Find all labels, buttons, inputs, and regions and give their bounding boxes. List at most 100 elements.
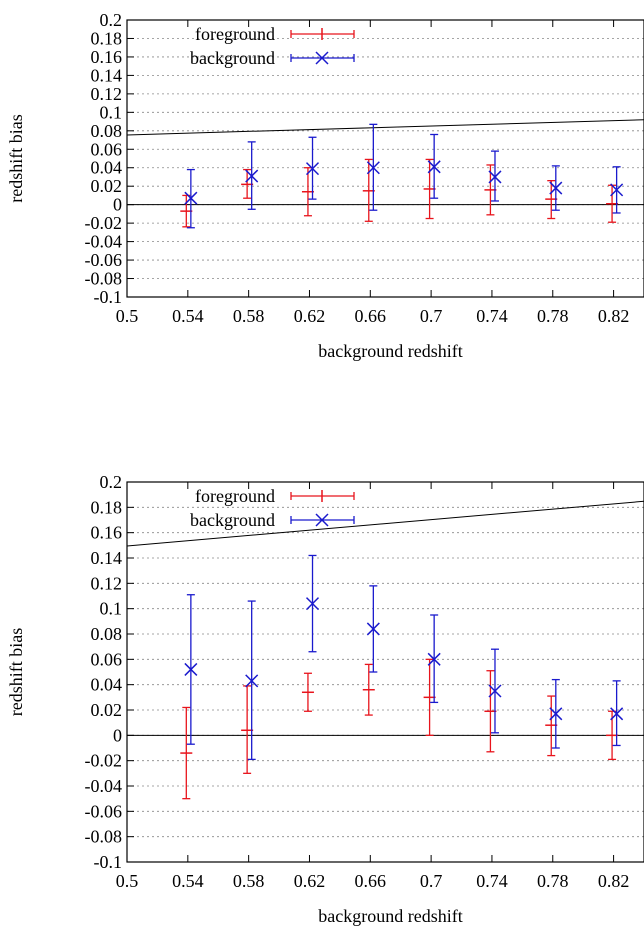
marker-stroke — [245, 169, 259, 183]
x-tick-label: 0.62 — [294, 306, 326, 326]
plot-frame — [126, 481, 644, 863]
y-tick-label: -0.02 — [85, 213, 123, 233]
data-point-background — [427, 652, 441, 666]
y-tick-label: 0 — [113, 725, 122, 745]
x-tick-label: 0.58 — [233, 306, 265, 326]
x-tick-label: 0.5 — [116, 306, 139, 326]
y-tick-label: -0.04 — [85, 776, 123, 796]
y-tick-label: -0.02 — [85, 751, 123, 771]
data-point-background — [305, 597, 320, 611]
marker-stroke — [366, 622, 380, 636]
marker-stroke — [610, 183, 624, 197]
x-tick-label: 0.66 — [355, 871, 387, 891]
x-tick-label: 0.7 — [420, 871, 443, 891]
legend-marker — [315, 51, 329, 65]
y-tick-label: -0.06 — [85, 250, 123, 270]
y-tick-label: 0.16 — [91, 47, 123, 67]
y-tick-label: 0.04 — [91, 675, 123, 695]
y-tick-label: 0.2 — [100, 472, 123, 492]
legend: foreground background — [190, 486, 355, 530]
y-tick-label: 0.06 — [91, 139, 123, 159]
y-tick-label: 0.16 — [91, 523, 123, 543]
marker-stroke — [305, 162, 320, 176]
data-point-background — [610, 707, 624, 721]
series-foreground — [180, 158, 619, 228]
y-tick-label: 0.08 — [91, 624, 123, 644]
data-point-background — [610, 183, 624, 197]
legend-label-background: background — [190, 48, 275, 68]
marker-stroke — [549, 181, 563, 195]
data-point-background — [366, 161, 380, 175]
data-point-background — [184, 662, 198, 676]
marker-stroke — [184, 191, 198, 205]
y-tick-label: 0.1 — [100, 599, 123, 619]
x-tick-label: 0.66 — [355, 306, 387, 326]
legend-label-background: background — [190, 510, 275, 530]
chart-panel-1: -0.1-0.08-0.06-0.04-0.0200.020.040.060.0… — [6, 10, 644, 361]
marker-stroke — [184, 662, 198, 676]
x-tick-label: 0.78 — [537, 871, 569, 891]
plot-frame — [126, 19, 644, 298]
marker-stroke — [305, 597, 320, 611]
data-point-background — [427, 160, 441, 174]
reference-line — [126, 500, 644, 547]
y-tick-label: -0.1 — [94, 852, 123, 872]
y-tick-label: 0.02 — [91, 176, 123, 196]
data-point-background — [549, 707, 563, 721]
y-axis-label: redshift bias — [6, 114, 26, 202]
y-tick-label: 0.14 — [91, 548, 123, 568]
y-tick-label: 0.12 — [91, 84, 123, 104]
y-axis-label: redshift bias — [6, 628, 26, 716]
x-tick-label: 0.58 — [233, 871, 265, 891]
series-foreground — [180, 658, 619, 800]
marker-stroke — [610, 707, 624, 721]
y-tick-label: -0.08 — [85, 827, 123, 847]
y-tick-label: 0.2 — [100, 10, 123, 30]
reference-line — [126, 119, 644, 136]
y-tick-label: -0.1 — [94, 287, 123, 307]
y-tick-label: 0.14 — [91, 65, 123, 85]
y-tick-label: 0 — [113, 195, 122, 215]
y-tick-label: 0.02 — [91, 700, 123, 720]
x-tick-label: 0.82 — [598, 306, 630, 326]
y-tick-label: -0.04 — [85, 232, 123, 252]
y-tick-label: 0.06 — [91, 649, 123, 669]
data-point-background — [488, 170, 502, 184]
data-point-background — [549, 181, 563, 195]
x-tick-label: 0.74 — [476, 306, 508, 326]
y-tick-label: 0.1 — [100, 102, 123, 122]
data-point-background — [245, 674, 259, 688]
data-point-background — [245, 169, 259, 183]
y-tick-label: 0.04 — [91, 158, 123, 178]
x-tick-label: 0.54 — [172, 871, 204, 891]
data-point-background — [488, 684, 502, 698]
marker-stroke — [488, 684, 502, 698]
y-tick-label: -0.08 — [85, 269, 123, 289]
y-tick-label: 0.08 — [91, 121, 123, 141]
data-point-background — [305, 162, 320, 176]
x-tick-label: 0.5 — [116, 871, 139, 891]
y-tick-label: 0.18 — [91, 28, 123, 48]
x-axis-label: background redshift — [318, 906, 462, 926]
x-axis-label: background redshift — [318, 341, 462, 361]
chart-panel-2: -0.1 -0.08 -0.06 -0.04 -0.02 0 0.02 0.04 0.06 0.0… — [6, 472, 644, 926]
x-tick-label: 0.62 — [294, 871, 326, 891]
marker-stroke — [366, 161, 380, 175]
data-point-background — [184, 191, 198, 205]
x-tick-label: 0.7 — [420, 306, 443, 326]
x-tick-label: 0.78 — [537, 306, 569, 326]
y-tick-label: 0.12 — [91, 573, 123, 593]
marker-stroke — [427, 160, 441, 174]
y-tick-label: -0.06 — [85, 801, 123, 821]
y-tick-label: 0.18 — [91, 497, 123, 517]
legend-marker — [315, 513, 329, 527]
legend: foreground background — [190, 24, 355, 68]
legend-label-foreground: foreground — [195, 24, 275, 44]
x-tick-label: 0.74 — [476, 871, 508, 891]
marker-stroke — [245, 674, 259, 688]
marker-stroke — [549, 707, 563, 721]
marker-stroke — [488, 170, 502, 184]
x-tick-label: 0.54 — [172, 306, 204, 326]
marker-stroke — [427, 652, 441, 666]
